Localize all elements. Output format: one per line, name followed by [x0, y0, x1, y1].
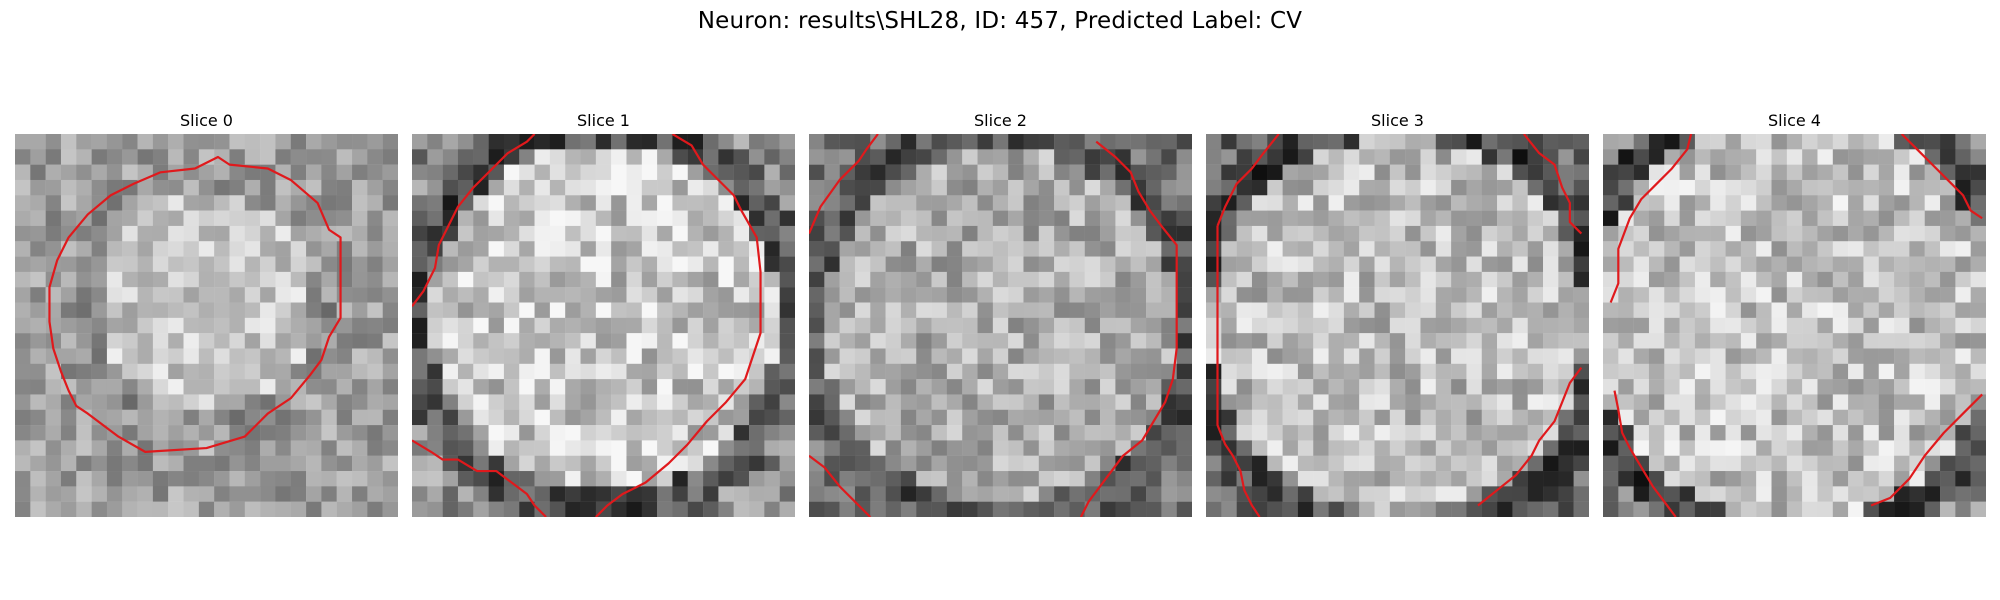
cell-contour [596, 134, 761, 517]
cell-contour [1611, 134, 1691, 303]
cell-contour [412, 134, 535, 306]
cell-contour [412, 440, 546, 517]
cell-contour [809, 456, 870, 517]
pixel-grid [15, 134, 398, 517]
slice-panel-2: Slice 2 [809, 110, 1192, 517]
slice-title: Slice 0 [180, 111, 233, 130]
slice-image-3 [1206, 134, 1589, 517]
slice-panel-1: Slice 1 [412, 110, 795, 517]
cell-contour [1081, 142, 1177, 517]
pixel-grid [1603, 134, 1986, 517]
cell-contour [1614, 391, 1675, 517]
cell-contour [1478, 368, 1581, 506]
slice-image-1 [412, 134, 795, 517]
cell-contour [1217, 134, 1278, 226]
slice-panel-3: Slice 3 [1206, 110, 1589, 517]
slice-title: Slice 3 [1371, 111, 1424, 130]
cell-contour [1871, 394, 1982, 505]
slice-title: Slice 1 [577, 111, 630, 130]
slice-panel-0: Slice 0 [15, 110, 398, 517]
slice-image-4 [1603, 134, 1986, 517]
cell-contour [809, 134, 878, 234]
cell-contour [1524, 134, 1581, 234]
slice-image-2 [809, 134, 1192, 517]
pixel-grid [809, 134, 1192, 517]
cell-contour [1902, 134, 1982, 218]
slice-title: Slice 4 [1768, 111, 1821, 130]
slice-title: Slice 2 [974, 111, 1027, 130]
slice-image-0 [15, 134, 398, 517]
figure-title: Neuron: results\SHL28, ID: 457, Predicte… [697, 8, 1303, 34]
slice-panel-4: Slice 4 [1603, 110, 1986, 517]
pixel-grid [412, 134, 795, 517]
cell-contour [1217, 226, 1259, 517]
cell-contour [49, 157, 340, 452]
pixel-grid [1206, 134, 1589, 517]
